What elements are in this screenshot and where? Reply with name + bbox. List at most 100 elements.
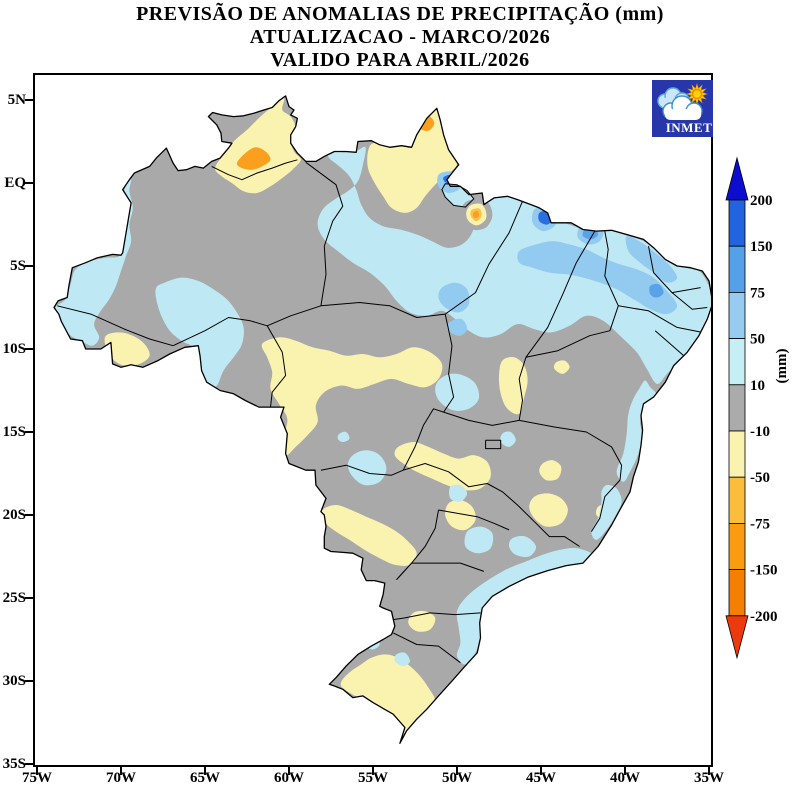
colorbar-segment [728,245,746,293]
lon-tick [456,767,458,775]
lat-tick [25,680,33,682]
anomaly-cuiaba-umido [347,450,387,486]
lon-tick [36,767,38,775]
anomaly-litoral-es [591,484,622,540]
cloud-icon [657,87,703,120]
lon-tick-label: 65W [190,770,220,786]
colorbar-tick-label: -150 [750,563,778,579]
anomaly-oeste-umido [55,169,133,346]
anomaly-para-patch2 [446,318,468,336]
colorbar-tick-label: 10 [750,378,765,394]
lat-tick [25,99,33,101]
title-block: PREVISÃO DE ANOMALIAS DE PRECIPITAÇÃO (m… [0,3,800,72]
state-border-line [438,509,510,531]
state-border-line [518,357,527,421]
lon-tick-label: 75W [22,770,52,786]
lon-tick [708,767,710,775]
inmet-logo-text: INMET [666,120,713,135]
colorbar-segment [728,338,746,386]
colorbar-segment [728,476,746,524]
state-border-line [671,292,708,310]
anomaly-df-leste-dot [500,431,516,447]
state-border-line [392,632,461,664]
lat-tick-label: 15S [2,424,26,440]
lat-tick-label: 35S [2,756,26,772]
lat-tick [25,431,33,433]
lon-tick [540,767,542,775]
lon-tick [288,767,290,775]
anomaly-para-patch1 [438,282,470,313]
lat-tick [25,597,33,599]
state-border-line [267,305,322,327]
state-border-line [654,330,686,358]
anomaly-mt-dot [337,431,350,442]
state-border-line [402,408,444,471]
anomaly-to-ba-oeste [498,357,528,415]
sun-icon [685,82,709,106]
state-border-line [57,305,174,347]
lat-tick-label: 10S [2,341,26,357]
state-border-line [519,419,623,481]
colorbar-tick-label: 75 [750,285,765,301]
colorbar-tick-label: 200 [750,193,773,209]
anomaly-rn-dot [649,283,664,298]
colorbar-unit-label: (mm) [774,349,790,384]
anomaly-belem-nucleo [472,210,480,218]
state-border-line [211,159,298,181]
state-border-line [590,479,621,532]
lon-tick-label: 70W [106,770,136,786]
anomaly-litoral-ba [616,380,657,482]
colorbar-tick-label: 150 [750,239,773,255]
colorbar-segment [728,569,746,617]
state-border-line [393,612,481,621]
anomaly-mg-dot [539,460,562,481]
state-border-line [525,231,619,358]
lat-tick-label: 20S [2,507,26,523]
anomaly-ms-seco [321,505,417,566]
lat-tick-label: 5S [10,258,26,274]
lon-tick-label: 50W [442,770,472,786]
state-border-line [443,411,520,426]
colorbar-tick-label: 50 [750,332,765,348]
colorbar-segment [728,291,746,339]
anomaly-roraima-nucleo [236,147,271,170]
anomaly-go-sul-dot [449,484,468,502]
anomaly-goias-seco [394,442,491,491]
brazil-outline [53,95,711,744]
state-border-line [525,230,596,358]
state-border-line [396,562,485,581]
colorbar-segment [728,199,746,247]
colorbar-segment [728,522,746,570]
anomaly-tocantins-umido [435,373,480,411]
anomaly-rs-dot2 [394,652,411,667]
lat-tick-label: 25S [2,590,26,606]
state-border-line [305,161,344,306]
anomaly-mg-blob [529,493,568,527]
colorbar-arrow-down [725,615,749,660]
state-border-line [485,439,502,450]
state-border-line [172,317,268,347]
map-subtitle-valid: VALIDO PARA ABRIL/2026 [270,49,530,71]
lat-tick-label: EQ [4,175,26,191]
colorbar-tick-label: -200 [750,609,778,625]
colorbar-segment [728,430,746,478]
state-border-line [648,246,701,294]
colorbar-segment [728,384,746,432]
anomaly-acre-sul-seco [104,332,150,366]
lat-tick-label: 30S [2,673,26,689]
lon-tick-label: 45W [526,770,556,786]
colorbar-arrow-up [725,156,749,201]
lon-tick-label: 55W [358,770,388,786]
lon-tick [204,767,206,775]
map-title: PREVISÃO DE ANOMALIAS DE PRECIPITAÇÃO (m… [136,3,664,25]
map-subtitle-update: ATUALIZACAO - MARCO/2026 [249,26,551,48]
lon-tick-label: 40W [610,770,640,786]
lat-tick-label: 5N [7,92,26,108]
lon-tick [372,767,374,775]
lat-tick [25,763,33,765]
state-border-line [320,464,404,476]
inmet-logo: INMET [652,80,713,137]
anomaly-sp-blob1 [464,526,494,554]
state-border-line [266,325,287,408]
